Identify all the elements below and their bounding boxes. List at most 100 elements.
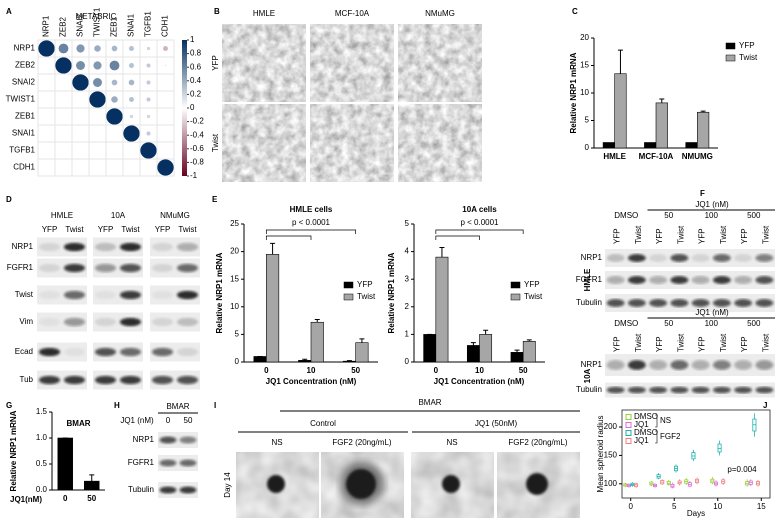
colorbar-tick-label: -0.8 <box>190 158 204 167</box>
panel-label: F <box>700 189 705 198</box>
lane-label: YFP <box>740 228 749 244</box>
row-label: SNAI1 <box>12 129 36 138</box>
bar <box>685 142 698 149</box>
y-axis-label: Mean spheroid radius <box>596 416 605 493</box>
colorbar-tick-label: 0.4 <box>190 76 202 85</box>
group-label: 10A <box>111 211 126 220</box>
blot-strip <box>605 382 775 398</box>
y-tick-label: 15 <box>580 61 589 70</box>
blot-band <box>177 347 198 357</box>
colorbar-tick-label: -0.6 <box>190 144 204 153</box>
error-bar <box>302 358 308 361</box>
bracket <box>435 235 480 240</box>
y-tick-label: 4 <box>405 247 410 256</box>
colorbar-tick-label: 0.6 <box>190 62 202 71</box>
y-tick-label: 0 <box>405 357 410 366</box>
blot-band <box>649 276 668 284</box>
lane-label: Twist <box>761 333 770 352</box>
cell-line-label: HMLE <box>583 268 592 291</box>
row-label: Tub <box>20 375 34 384</box>
blot-band <box>159 436 177 444</box>
y-tick-label: 5 <box>585 116 590 125</box>
corr-circle <box>146 131 151 136</box>
x-axis-label: Days <box>687 509 705 518</box>
blot-strip <box>93 285 143 305</box>
blot-strip <box>37 342 87 362</box>
condition-label: FGF2 (20ng/mL) <box>508 438 567 447</box>
blot-band <box>120 290 141 300</box>
y-tick-label: 200 <box>604 422 618 431</box>
x-tick-label: 50 <box>351 366 360 375</box>
y-tick-label: 100 <box>604 479 618 488</box>
legend-swatch <box>725 54 736 62</box>
x-tick-label: 0 <box>264 366 269 375</box>
corr-circle <box>140 142 157 159</box>
annotation: p=0.004 <box>727 465 757 474</box>
corr-circle <box>165 150 166 151</box>
blot-band <box>177 375 198 385</box>
blot-strip <box>37 237 87 257</box>
corr-circle <box>72 74 89 91</box>
blot-band <box>95 242 116 252</box>
legend-group-label: NS <box>660 416 671 425</box>
corr-circle <box>129 114 134 119</box>
column-label: TWIST1 <box>93 7 102 37</box>
blot-band <box>606 386 625 394</box>
dose-label: DMSO <box>614 319 638 328</box>
bar <box>355 342 369 363</box>
y-tick-label: 0.5 <box>36 459 48 468</box>
blot-band <box>755 360 774 370</box>
dose-label: 100 <box>705 319 719 328</box>
blot-band <box>179 459 197 467</box>
blot-band <box>177 317 198 327</box>
cell <box>71 158 90 177</box>
blot-band <box>606 360 625 370</box>
blot-band <box>39 263 60 273</box>
error-bar <box>439 246 445 258</box>
corr-circle <box>157 159 174 176</box>
blot-band <box>152 242 173 252</box>
bar <box>266 254 280 363</box>
blot-strip <box>150 342 200 362</box>
blot-band <box>712 299 731 307</box>
row-label: CDH1 <box>13 163 35 172</box>
cell <box>37 107 56 126</box>
corr-circle <box>93 61 102 70</box>
y-axis-label: Relative NRP1 mRNA <box>387 252 396 333</box>
bar <box>298 360 312 363</box>
row-label: FGFR1 <box>576 275 603 284</box>
corr-circle <box>146 80 151 85</box>
blot-band <box>649 386 668 394</box>
corr-circle <box>146 114 151 119</box>
error-bar <box>483 329 489 335</box>
y-axis-label: Relative NRP1 mRNA <box>569 52 578 133</box>
blot-band <box>95 290 116 300</box>
corr-circle <box>111 79 118 86</box>
row-label: NRP1 <box>133 435 155 444</box>
blot-strip <box>93 312 143 332</box>
legend-swatch <box>510 281 521 289</box>
row-label: NRP1 <box>581 253 603 262</box>
blot-band <box>159 486 177 494</box>
error-bar <box>470 342 476 346</box>
y-tick-label: 0 <box>585 143 590 152</box>
corr-circle <box>128 79 135 86</box>
blot-band <box>95 317 116 327</box>
y-tick-label: 5 <box>235 330 240 339</box>
blot-band <box>627 386 646 394</box>
column-label: CDH1 <box>161 15 170 37</box>
corr-circle <box>111 45 118 52</box>
blot-band <box>691 276 710 284</box>
blot-band <box>649 360 668 370</box>
corr-circle <box>109 60 120 71</box>
corr-circle <box>129 97 134 102</box>
cell <box>88 158 107 177</box>
bar <box>253 356 267 363</box>
blot-band <box>712 254 731 262</box>
panel-label: A <box>6 7 12 16</box>
blot-strip <box>150 258 200 278</box>
column-label: SNAI2 <box>76 13 85 37</box>
dose-label: 50 <box>184 416 193 425</box>
row-label: Tubulin <box>576 298 602 307</box>
